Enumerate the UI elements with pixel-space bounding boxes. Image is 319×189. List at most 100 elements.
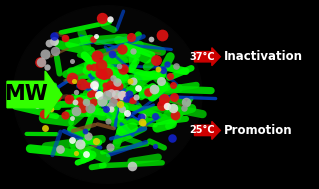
Point [97,71,102,74]
Point [115,81,120,84]
Point [139,116,144,119]
Point [106,119,111,122]
Point [155,68,160,71]
Point [109,53,115,56]
Point [73,90,78,93]
Point [120,108,125,111]
Point [128,36,133,39]
Point [91,101,96,104]
Point [129,98,134,101]
Point [108,17,113,20]
Point [117,103,122,106]
Point [70,59,75,62]
Point [158,79,163,82]
Point [119,47,124,50]
Point [34,105,40,108]
Point [183,100,188,103]
Point [83,101,88,104]
FancyArrow shape [195,48,220,66]
Point [51,39,56,42]
Point [110,100,115,103]
Point [94,35,99,38]
Point [72,80,77,83]
Point [105,91,110,94]
Point [170,106,175,109]
Point [42,127,47,130]
Point [152,145,157,148]
Text: Promotion: Promotion [224,124,293,137]
Point [182,107,187,110]
Point [73,151,78,154]
Point [52,50,57,53]
Point [107,146,112,149]
Point [141,122,146,125]
Point [108,84,114,87]
Point [85,134,91,137]
Point [52,34,57,37]
Point [47,42,52,45]
Point [93,82,98,85]
Point [92,86,97,89]
Point [151,88,156,91]
Point [120,94,125,97]
Point [104,94,109,97]
Point [90,38,95,41]
Point [107,105,112,108]
Point [44,66,49,69]
Point [103,88,108,91]
Point [92,84,97,87]
Point [167,75,173,78]
Point [130,80,135,83]
Point [139,121,144,124]
Point [121,67,126,70]
Point [149,38,154,41]
Point [128,80,133,83]
Text: MW: MW [4,84,48,105]
Point [153,114,158,117]
Point [174,64,179,67]
Point [110,88,115,91]
Point [140,114,145,117]
Point [99,63,104,66]
Point [73,109,78,112]
Point [113,97,118,100]
Point [145,91,150,94]
Text: 37°C: 37°C [189,52,215,62]
Point [117,64,122,67]
Point [123,98,129,101]
Point [88,106,93,109]
Text: 25°C: 25°C [189,125,215,135]
Point [171,84,176,87]
Point [63,36,68,40]
Point [93,140,99,143]
Point [104,107,109,110]
Point [79,83,84,86]
Point [164,63,169,66]
Point [87,92,93,95]
Point [129,165,134,168]
Point [92,65,97,68]
Point [80,107,85,110]
Point [70,117,75,120]
Point [37,61,42,64]
Point [63,113,68,116]
Point [120,93,125,96]
Point [41,113,47,116]
Point [85,84,90,87]
Text: Inactivation: Inactivation [224,50,303,63]
Point [108,92,113,95]
Point [100,72,105,75]
Point [99,100,104,103]
Point [77,99,82,102]
Point [67,98,72,101]
FancyArrow shape [195,122,220,139]
Point [82,130,87,133]
Point [170,136,175,139]
Point [162,98,167,101]
Point [165,105,170,108]
Point [108,89,113,92]
Point [84,152,89,155]
Point [73,101,78,104]
Point [54,95,59,98]
Point [130,50,135,53]
